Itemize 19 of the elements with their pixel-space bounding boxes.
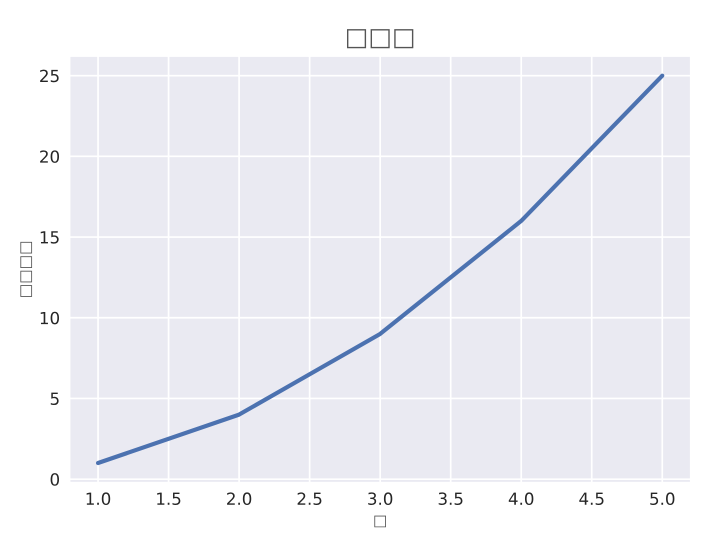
x-tick-label: 2.5 <box>298 492 322 506</box>
x-tick-label: 2.0 <box>227 492 252 506</box>
x-tick-label: 5.0 <box>650 492 674 506</box>
x-tick-label: 3.5 <box>438 492 462 506</box>
x-tick-label: 1.5 <box>157 492 180 506</box>
x-tick-label: 3.0 <box>368 492 392 506</box>
y-axis-title: □□□□ <box>20 242 32 297</box>
y-tick-label: 25 <box>40 70 59 82</box>
x-tick-label: 4.0 <box>508 492 534 506</box>
x-tick-label: 4.5 <box>579 492 604 506</box>
line-series <box>96 74 664 466</box>
y-tick-label: 10 <box>40 312 60 324</box>
y-tick-label: 15 <box>40 231 59 244</box>
x-axis-title: □ <box>374 516 386 528</box>
chart-title: □□□ <box>347 29 414 48</box>
x-tick-label: 1.0 <box>86 492 110 506</box>
y-tick-label: 5 <box>50 392 59 406</box>
y-tick-label: 20 <box>40 150 60 163</box>
y-tick-label: 0 <box>50 473 60 486</box>
